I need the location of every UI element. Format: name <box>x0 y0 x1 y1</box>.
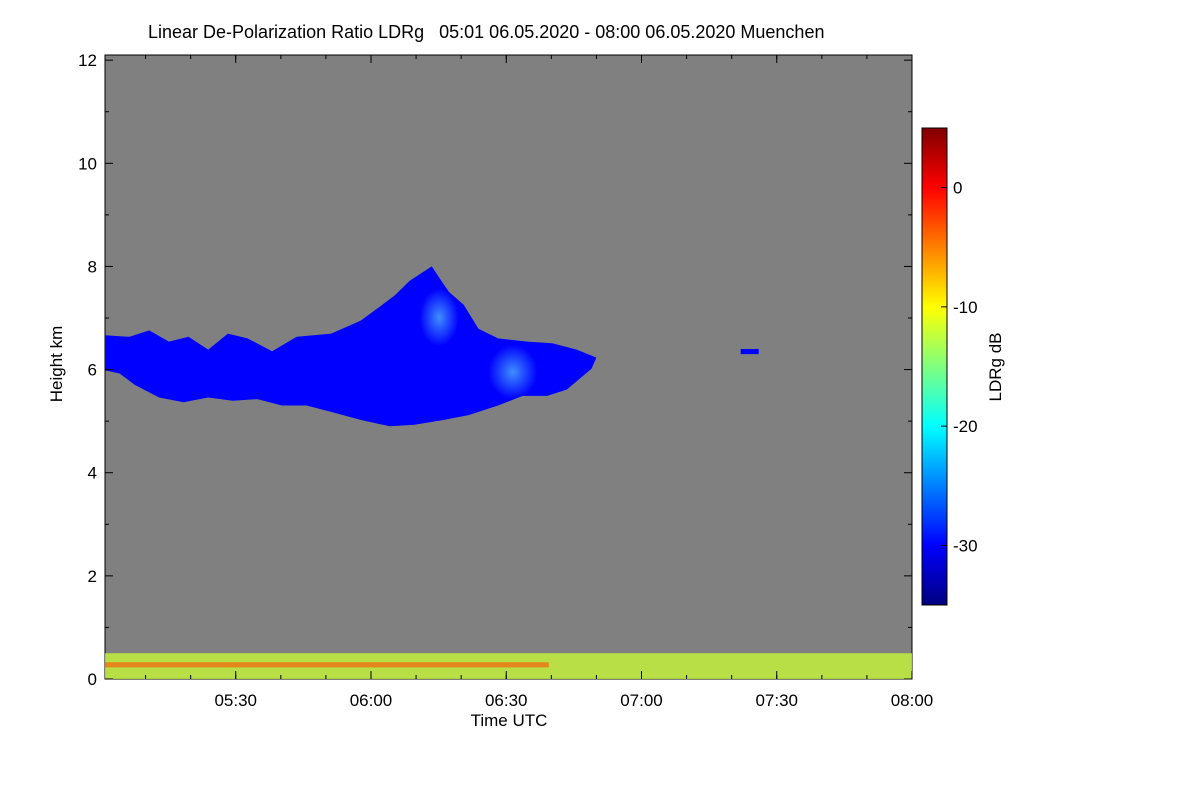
y-tick-label: 0 <box>88 670 97 689</box>
feature-small-cloud-patch <box>740 348 759 355</box>
feature-cirrus-cloud <box>105 266 597 427</box>
colorbar <box>921 127 948 606</box>
x-tick-label: 07:30 <box>755 691 798 710</box>
colorbar-tick-label: -20 <box>953 417 978 436</box>
cloud-high-ldr-region <box>488 344 538 400</box>
y-tick-label: 6 <box>88 361 97 380</box>
colorbar-label: LDRg dB <box>986 333 1005 402</box>
y-tick-label: 12 <box>78 51 97 70</box>
colorbar-tick-label: -10 <box>953 298 978 317</box>
x-tick-label: 06:30 <box>485 691 528 710</box>
x-axis-label: Time UTC <box>471 711 548 730</box>
x-tick-label: 08:00 <box>891 691 934 710</box>
patch-shape <box>740 348 759 355</box>
features-layer <box>105 266 912 679</box>
x-tick-label: 07:00 <box>620 691 663 710</box>
cloud-top-region <box>419 288 459 347</box>
x-tick-label: 06:00 <box>350 691 393 710</box>
colorbar-ticks: 0 -10 -20 -30 <box>941 179 978 555</box>
y-tick-label: 8 <box>88 257 97 276</box>
x-tick-label: 05:30 <box>214 691 257 710</box>
aerosol-band-core <box>105 662 549 668</box>
cloud-shape <box>105 266 597 427</box>
y-tick-label: 4 <box>88 464 97 483</box>
colorbar-tick-label: 0 <box>953 179 962 198</box>
chart-title: Linear De-Polarization Ratio LDRg 05:01 … <box>148 22 825 42</box>
axes-layer: 05:30 06:00 06:30 07:00 07:30 08:00 0 2 4 6 8 10 12 <box>78 51 933 710</box>
y-axis-label: Height km <box>47 326 66 403</box>
feature-near-surface-aerosol-layer <box>105 653 912 679</box>
y-tick-label: 2 <box>88 567 97 586</box>
colorbar-tick-label: -30 <box>953 536 978 555</box>
y-tick-label: 10 <box>78 154 97 173</box>
